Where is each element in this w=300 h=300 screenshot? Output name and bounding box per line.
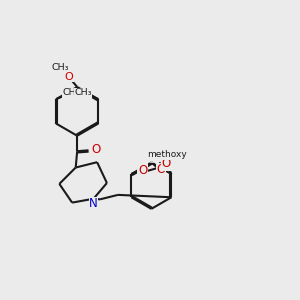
Text: methoxy: methoxy: [53, 64, 59, 65]
Text: O: O: [138, 164, 147, 177]
Text: O: O: [161, 157, 171, 170]
Text: methoxy: methoxy: [147, 150, 187, 159]
Text: CH₃: CH₃: [52, 63, 69, 72]
Text: CH₃: CH₃: [74, 88, 92, 97]
Text: methoxy: methoxy: [149, 162, 155, 163]
Text: O: O: [91, 143, 100, 156]
Text: N: N: [89, 197, 98, 210]
Text: CH₃: CH₃: [62, 88, 80, 97]
Text: O: O: [64, 72, 73, 82]
Text: O: O: [157, 163, 166, 176]
